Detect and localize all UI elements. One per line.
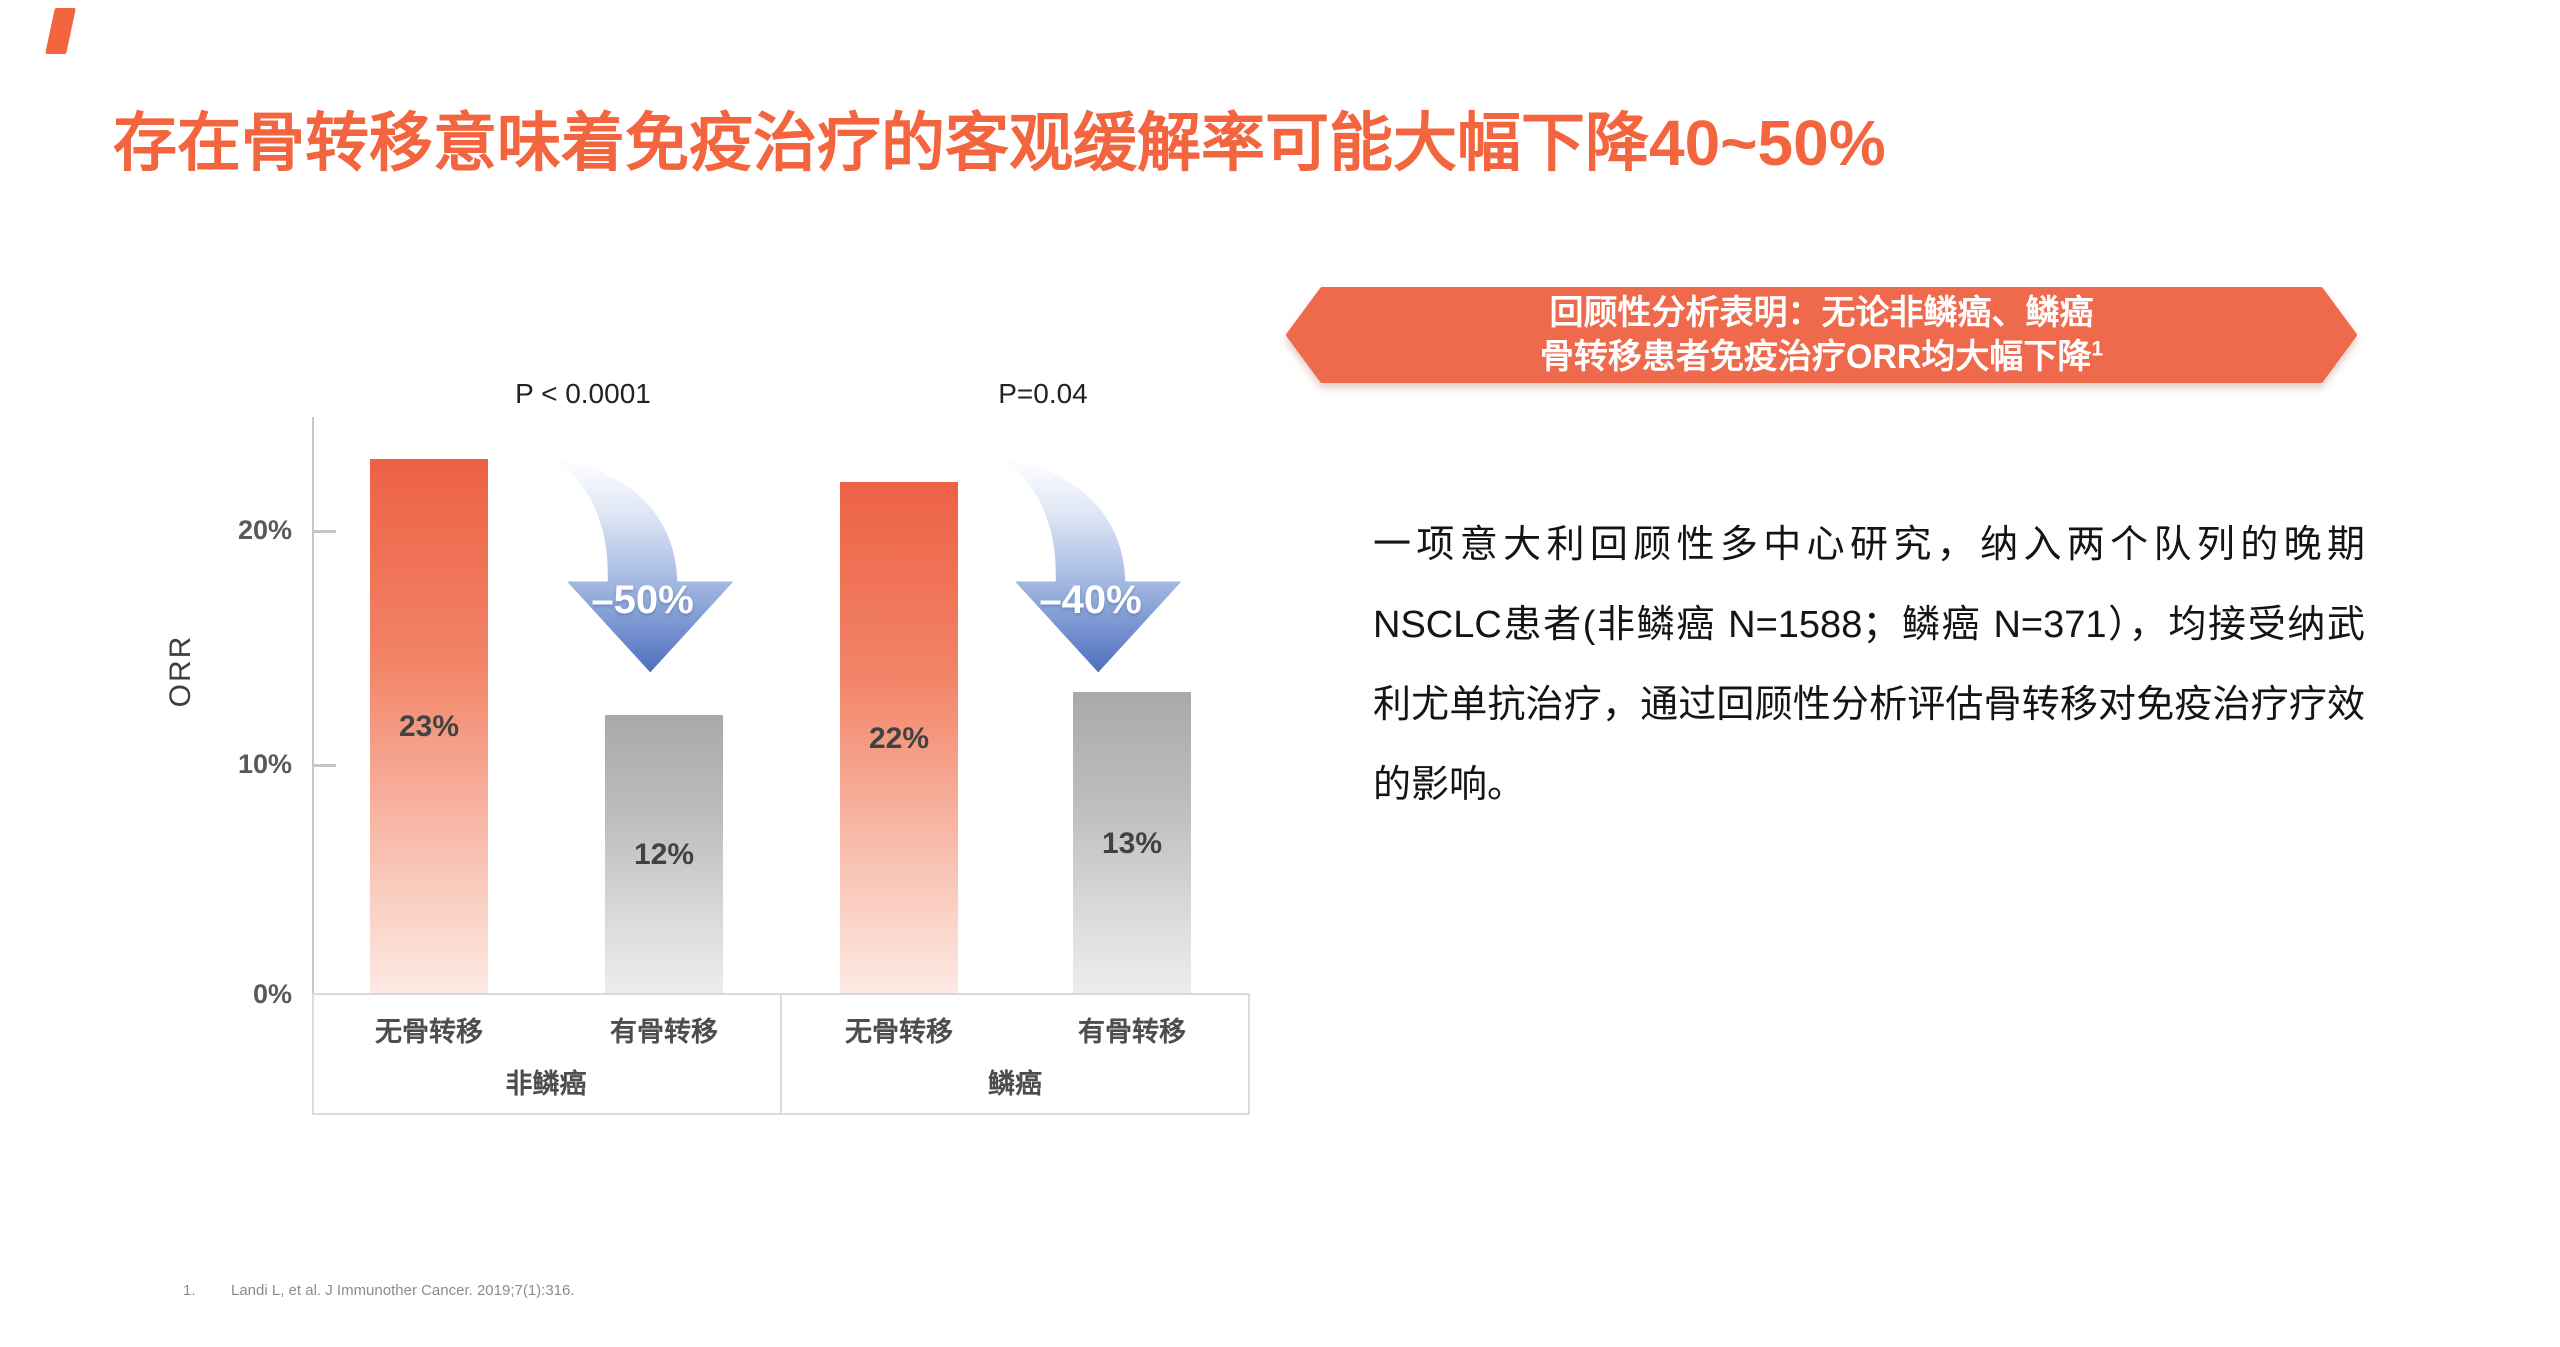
group-label-nonsquamous: 非鳞癌 — [505, 1069, 587, 1099]
banner-ribbon-shape — [1286, 287, 2357, 383]
group-label-squamous: 鳞癌 — [988, 1069, 1042, 1099]
drop-arrow-squamous: –40% — [988, 450, 1193, 682]
footnote-index: 1. — [183, 1282, 196, 1299]
banner-line2: 骨转移患者免疫治疗ORR均大幅下降1 — [1539, 337, 2104, 376]
drop-arrow-nonsquamous: –50% — [540, 450, 745, 682]
bar-no-bone-met-nonsquamous: 23% — [370, 459, 488, 995]
drop-percent-label: –50% — [591, 578, 694, 622]
p-value-squamous: P=0.04 — [998, 378, 1088, 409]
category-label: 无骨转移 — [375, 1017, 483, 1047]
banner-citation-sup: 1 — [2091, 337, 2104, 361]
bar-value-label: 22% — [868, 721, 930, 755]
footnote: 1. Landi L, et al. J Immunother Cancer. … — [183, 1282, 575, 1299]
label-box-left-border — [312, 995, 314, 1115]
tick-mark-10 — [314, 764, 336, 767]
label-box-right-border — [1248, 995, 1250, 1115]
down-arrow-icon — [553, 457, 734, 673]
tick-mark-20 — [314, 530, 336, 533]
bar-value-label: 12% — [633, 838, 695, 871]
x-axis-baseline — [312, 993, 1250, 995]
banner-text: 回顾性分析表明：无论非鳞癌、鳞癌 骨转移患者免疫治疗ORR均大幅下降1 — [1286, 287, 2357, 383]
body-paragraph: 一项意大利回顾性多中心研究，纳入两个队列的晚期NSCLC患者(非鳞癌 N=158… — [1373, 524, 2365, 806]
bar-no-bone-met-squamous: 22% — [840, 482, 958, 995]
bar-value-label: 23% — [398, 710, 460, 743]
tick-label-10: 10% — [237, 749, 292, 779]
tick-label-0: 0% — [252, 979, 292, 1009]
tick-label-20: 20% — [237, 515, 292, 545]
bar-value-label: 13% — [1101, 826, 1163, 860]
corner-accent-mark — [45, 8, 76, 54]
y-axis-title: ORR — [164, 634, 197, 708]
category-label: 有骨转移 — [610, 1017, 718, 1047]
group-divider-line — [780, 995, 782, 1115]
highlight-banner: 回顾性分析表明：无论非鳞癌、鳞癌 骨转移患者免疫治疗ORR均大幅下降1 — [1286, 287, 2357, 383]
bar-bone-met-nonsquamous: 12% — [605, 715, 723, 995]
category-label: 有骨转移 — [1078, 1017, 1186, 1047]
banner-line1: 回顾性分析表明：无论非鳞癌、鳞癌 — [1549, 294, 2094, 332]
p-value-nonsquamous: P < 0.0001 — [515, 378, 651, 409]
page-title: 存在骨转移意味着免疫治疗的客观缓解率可能大幅下降40~50% — [113, 107, 1886, 179]
label-box-bottom-border — [312, 1113, 1250, 1115]
y-axis-line — [312, 417, 314, 995]
down-arrow-icon — [1001, 457, 1182, 673]
footnote-text: Landi L, et al. J Immunother Cancer. 201… — [231, 1282, 575, 1299]
bar-bone-met-squamous: 13% — [1073, 692, 1191, 995]
drop-percent-label: –40% — [1039, 578, 1142, 622]
category-label: 无骨转移 — [845, 1017, 953, 1047]
